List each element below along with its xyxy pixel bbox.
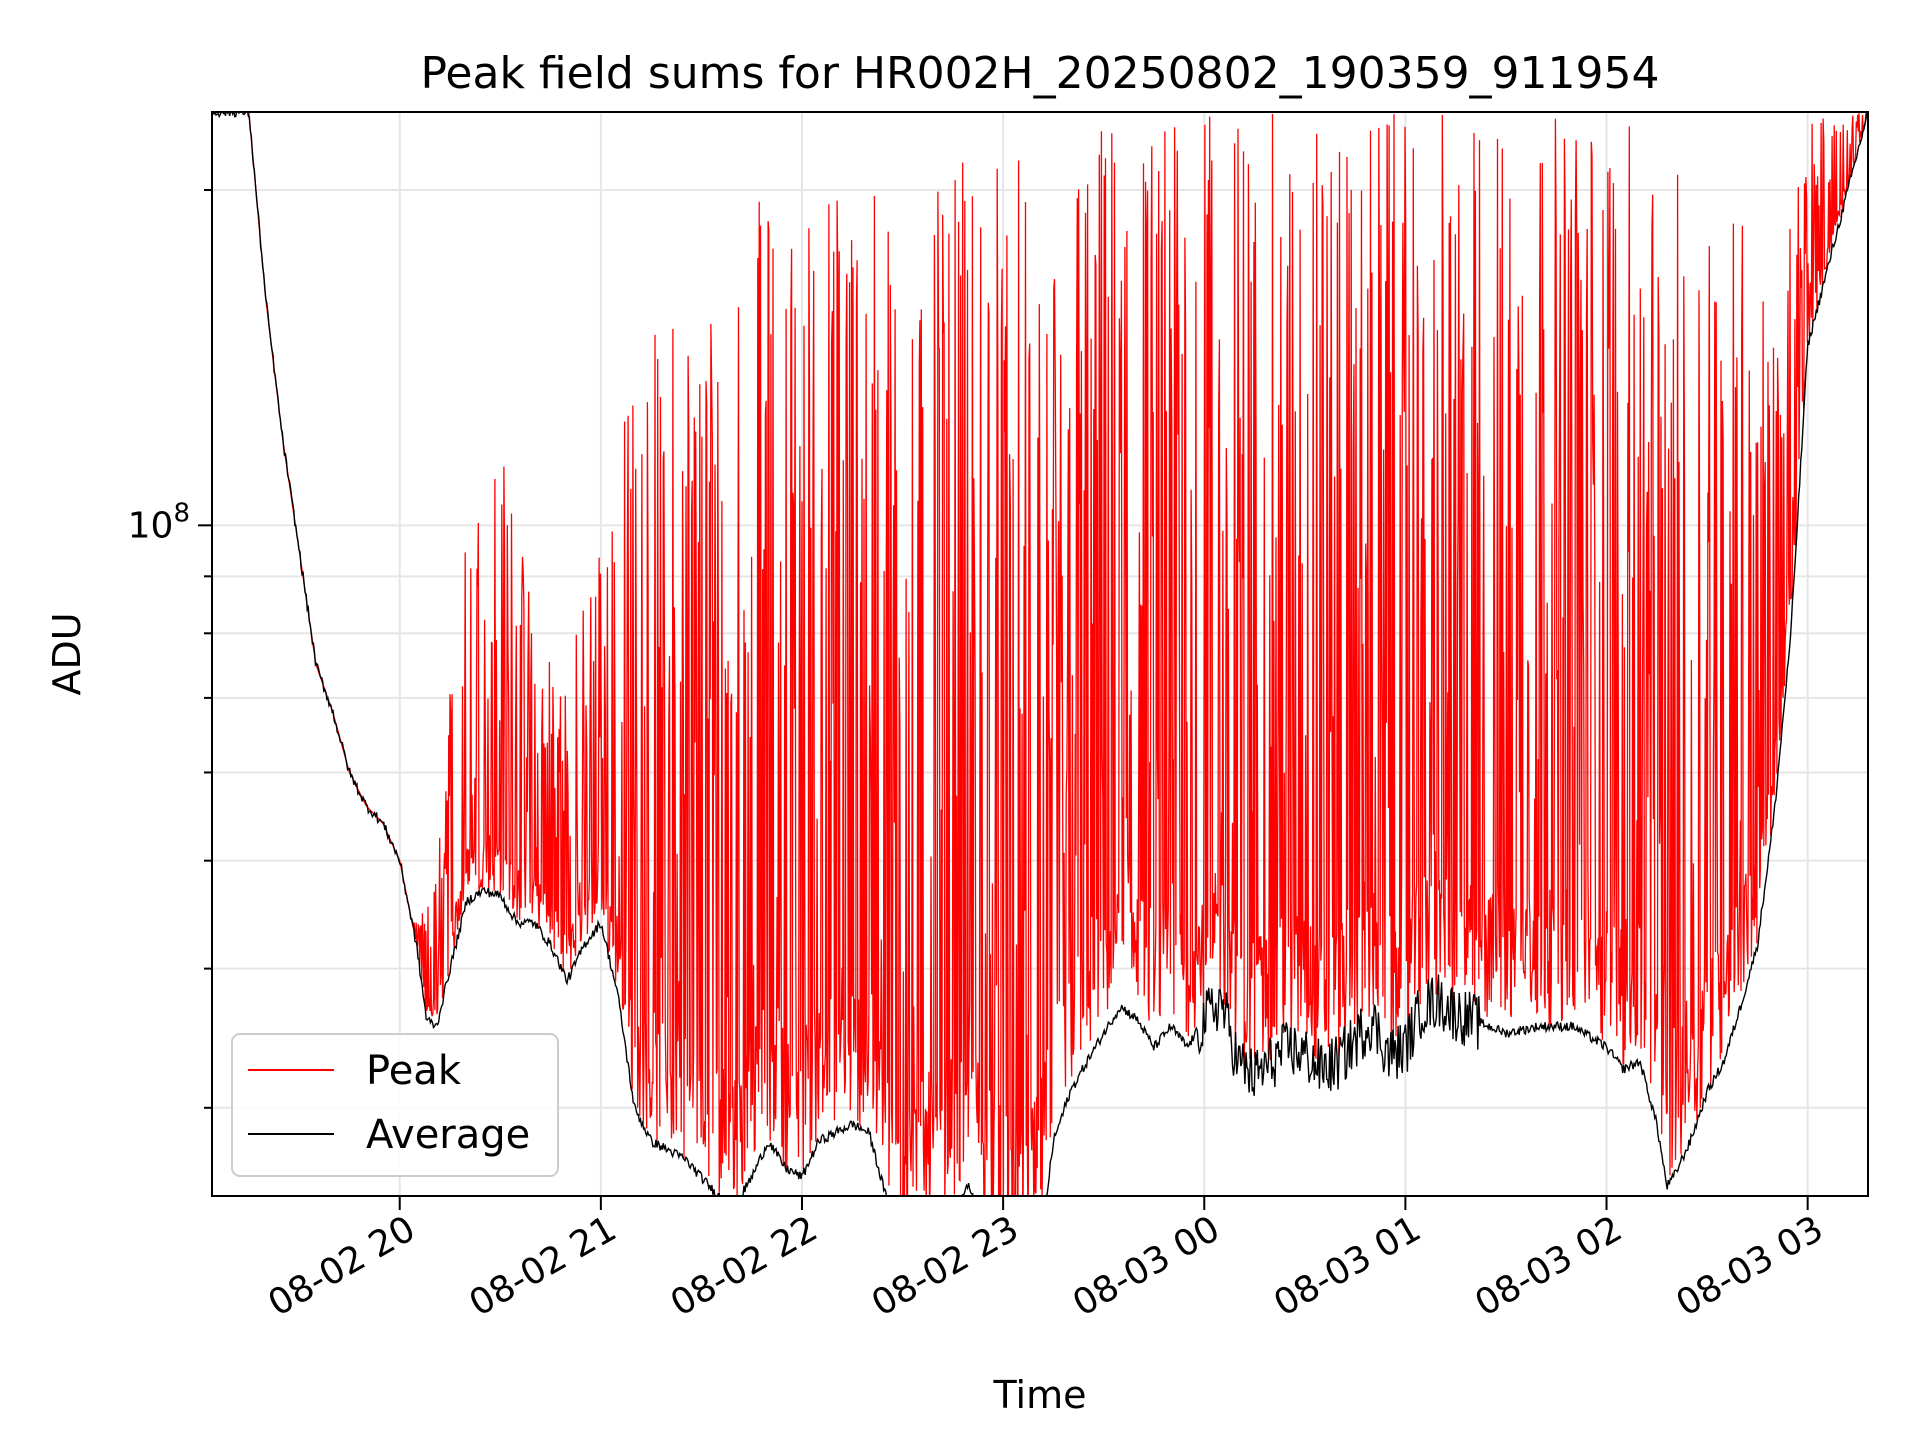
average-series	[212, 112, 1868, 1196]
y-axis-label: ADU	[45, 612, 89, 695]
legend: Peak Average	[231, 1033, 559, 1177]
peak-series	[212, 112, 1868, 1196]
peak-line	[212, 112, 1868, 1196]
x-axis-label: Time	[993, 1373, 1087, 1417]
chart-title: Peak field sums for HR002H_20250802_1903…	[420, 48, 1659, 99]
legend-peak-label: Peak	[366, 1048, 462, 1094]
average-line	[212, 112, 1868, 1196]
plot-frame	[211, 111, 1869, 1197]
legend-average-label: Average	[366, 1112, 530, 1158]
